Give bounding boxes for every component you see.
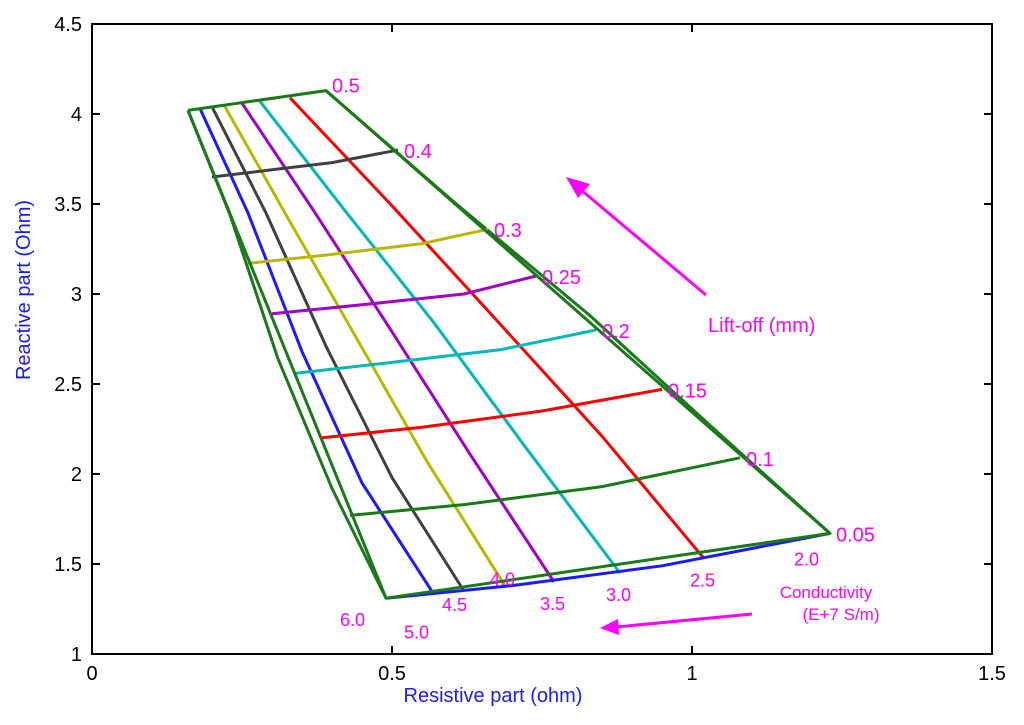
- x-tick-label: 0: [86, 663, 97, 685]
- liftoff-label-0.05: 0.05: [836, 524, 875, 546]
- liftoff-curve-0.15: [319, 387, 663, 440]
- conductivity-curve-2.5: [288, 96, 706, 560]
- y-tick-label: 3: [71, 284, 82, 306]
- y-tick-label: 2.5: [54, 374, 82, 396]
- liftoff-curve-0.2: [295, 328, 597, 375]
- conductivity-arrow: [600, 612, 753, 635]
- liftoff-curve-0.3: [247, 227, 489, 265]
- liftoff-curve-0.4: [211, 148, 399, 179]
- conductivity-label-3.0: 3.0: [606, 585, 631, 605]
- curves-layer: [186, 89, 832, 600]
- liftoff-label-top: 0.5: [332, 76, 360, 98]
- y-tick-label: 4: [71, 104, 82, 126]
- conductivity-curve-3.0: [258, 100, 622, 574]
- conductivity-curve-5.0: [198, 107, 436, 596]
- conductivity-curve-4.5: [210, 106, 466, 592]
- y-tick-label: 1: [71, 644, 82, 666]
- liftoff-label-0.1: 0.1: [746, 449, 774, 471]
- y-tick-label: 1.5: [54, 554, 82, 576]
- boundary-curve: [186, 89, 832, 600]
- y-tick-label: 2: [71, 464, 82, 486]
- y-axis-title: Reactive part (Ohm): [13, 200, 35, 380]
- conductivity-annotation-line1: Conductivity: [780, 583, 873, 602]
- conductivity-label-5.0: 5.0: [404, 623, 429, 643]
- conductivity-label-6.0: 6.0: [340, 610, 365, 630]
- conductivity-annotation-line2: (E+7 S/m): [803, 605, 880, 624]
- liftoff-curve-0.05: [385, 531, 831, 600]
- x-tick-label: 1: [686, 663, 697, 685]
- liftoff-curve-0.1: [349, 456, 741, 517]
- x-tick-label: 0.5: [378, 663, 406, 685]
- conductivity-curve-3.5: [240, 102, 556, 583]
- labels-layer: 0.4 0.3 0.25 0.2 0.15 0.1 0.05 0.5 2.0 2.5 3.0 3.5 4…: [332, 76, 875, 643]
- y-tick-label: 4.5: [54, 14, 82, 36]
- plot-frame: [91, 23, 993, 655]
- conductivity-label-4.5: 4.5: [442, 595, 467, 615]
- liftoff-label-0.3: 0.3: [494, 220, 522, 242]
- liftoff-arrow: [566, 177, 707, 297]
- x-axis-title: Resistive part (ohm): [404, 685, 583, 707]
- liftoff-label-0.4: 0.4: [404, 141, 432, 163]
- liftoff-curve-0.25: [271, 274, 537, 316]
- liftoff-label-0.15: 0.15: [668, 380, 707, 402]
- y-tick-label: 3.5: [54, 194, 82, 216]
- conductivity-label-3.5: 3.5: [540, 594, 565, 614]
- liftoff-label-0.25: 0.25: [542, 267, 581, 289]
- conductivity-label-2.0: 2.0: [794, 549, 819, 569]
- conductivity-label-4.0: 4.0: [490, 569, 515, 589]
- x-tick-label: 1.5: [978, 663, 1006, 685]
- liftoff-label-0.2: 0.2: [602, 321, 630, 343]
- liftoff-annotation: Lift-off (mm): [708, 315, 815, 337]
- conductivity-label-2.5: 2.5: [690, 571, 715, 591]
